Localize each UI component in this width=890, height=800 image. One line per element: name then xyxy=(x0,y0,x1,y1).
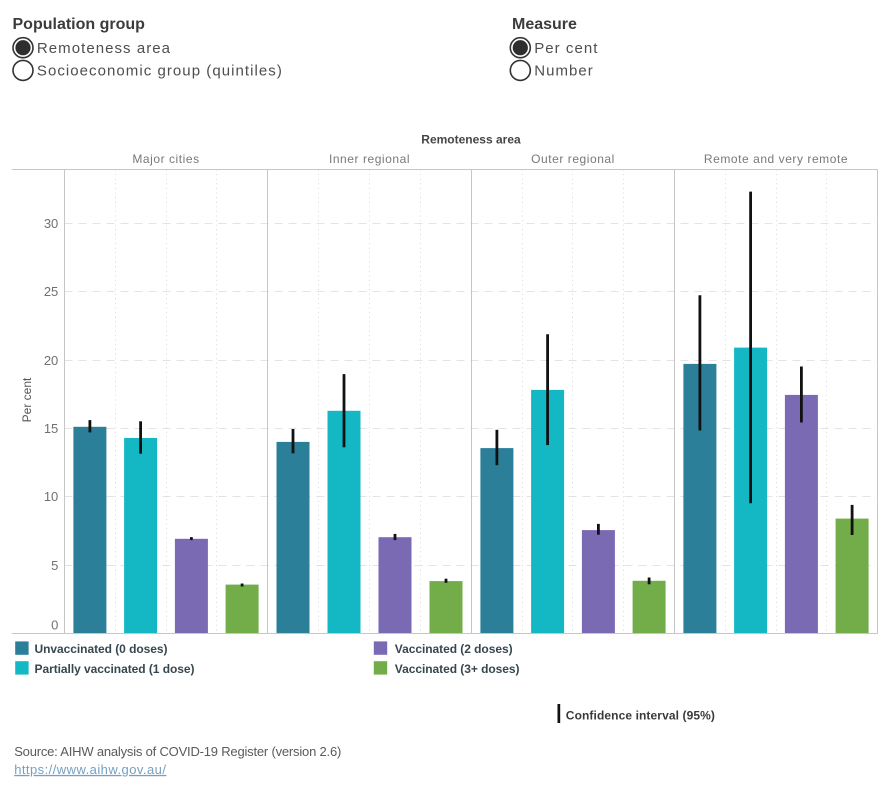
svg-text:Remoteness area: Remoteness area xyxy=(37,40,171,57)
svg-text:15: 15 xyxy=(44,421,58,436)
svg-text:5: 5 xyxy=(51,558,58,573)
svg-text:Measure: Measure xyxy=(512,16,577,33)
svg-text:Number: Number xyxy=(534,63,594,80)
svg-text:Per cent: Per cent xyxy=(534,40,598,57)
svg-text:Remoteness area: Remoteness area xyxy=(421,132,521,146)
svg-text:Socioeconomic group (quintiles: Socioeconomic group (quintiles) xyxy=(37,63,283,80)
svg-text:Unvaccinated (0 doses): Unvaccinated (0 doses) xyxy=(35,642,168,656)
svg-text:Remote and very remote: Remote and very remote xyxy=(704,152,848,166)
svg-text:Major cities: Major cities xyxy=(132,152,199,166)
svg-text:Vaccinated (3+ doses): Vaccinated (3+ doses) xyxy=(395,662,520,676)
svg-text:25: 25 xyxy=(44,284,58,299)
svg-text:20: 20 xyxy=(44,353,58,368)
svg-text:Population group: Population group xyxy=(13,16,146,33)
svg-text:Inner regional: Inner regional xyxy=(329,152,410,166)
svg-text:Confidence interval (95%): Confidence interval (95%) xyxy=(566,709,715,723)
svg-text:https://www.aihw.gov.au/: https://www.aihw.gov.au/ xyxy=(14,762,166,777)
svg-text:Source: AIHW analysis of COVID: Source: AIHW analysis of COVID-19 Regist… xyxy=(14,744,341,759)
svg-text:Outer regional: Outer regional xyxy=(531,152,615,166)
svg-text:10: 10 xyxy=(44,489,58,504)
svg-text:0: 0 xyxy=(51,617,58,632)
svg-text:Per cent: Per cent xyxy=(20,377,34,422)
svg-text:Partially vaccinated (1 dose): Partially vaccinated (1 dose) xyxy=(35,662,195,676)
svg-text:30: 30 xyxy=(44,216,58,231)
svg-text:Vaccinated (2 doses): Vaccinated (2 doses) xyxy=(395,642,513,656)
